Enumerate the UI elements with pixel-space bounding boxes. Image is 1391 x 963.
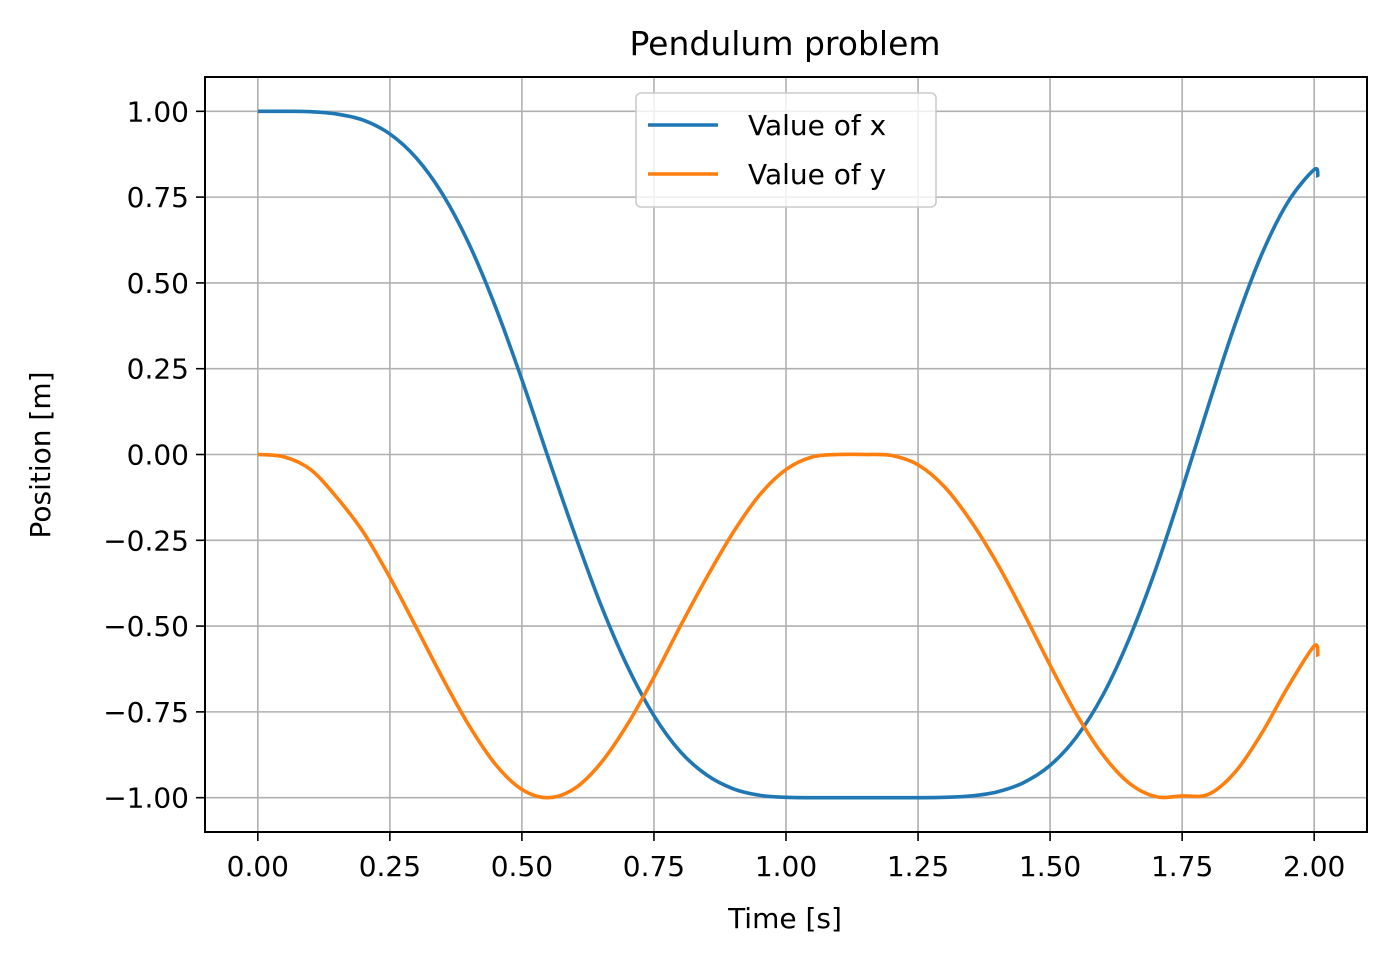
x-tick-label: 0.25 <box>359 850 421 883</box>
x-tick-label: 1.00 <box>755 850 817 883</box>
chart-title: Pendulum problem <box>629 24 940 63</box>
legend: Value of x Value of y <box>635 92 937 208</box>
y-tick-label: −0.25 <box>103 524 189 557</box>
plot-lines <box>257 109 1320 800</box>
legend-label-value-of-x: Value of x <box>748 109 886 142</box>
y-tick-label: −0.50 <box>103 610 189 643</box>
x-tick-label: 1.50 <box>1019 850 1081 883</box>
x-tick-label: 1.75 <box>1151 850 1213 883</box>
x-tick-label: 0.50 <box>491 850 553 883</box>
legend-box <box>635 92 937 208</box>
legend-label-value-of-y: Value of y <box>748 158 886 191</box>
series-line-value-of-y <box>257 452 1320 800</box>
x-tick-label: 0.00 <box>227 850 289 883</box>
x-tick-label: 0.75 <box>623 850 685 883</box>
y-tick-label: −1.00 <box>103 782 189 815</box>
y-tick-label: 1.00 <box>127 95 189 128</box>
x-axis-title: Time [s] <box>727 902 842 935</box>
y-tick-label: 0.00 <box>127 439 189 472</box>
y-tick-label: 0.75 <box>127 181 189 214</box>
x-tick-label: 1.25 <box>887 850 949 883</box>
x-tick-label: 2.00 <box>1283 850 1345 883</box>
series-line-value-of-x <box>257 109 1320 800</box>
y-tick-label: 0.25 <box>127 353 189 386</box>
y-axis-title: Position [m] <box>24 371 57 538</box>
y-tick-label: −0.75 <box>103 696 189 729</box>
y-tick-label: 0.50 <box>127 267 189 300</box>
axis-ticks: 0.00 0.25 0.50 0.75 1.00 1.25 1.50 1.75 2.00 1.00… <box>103 95 1345 883</box>
